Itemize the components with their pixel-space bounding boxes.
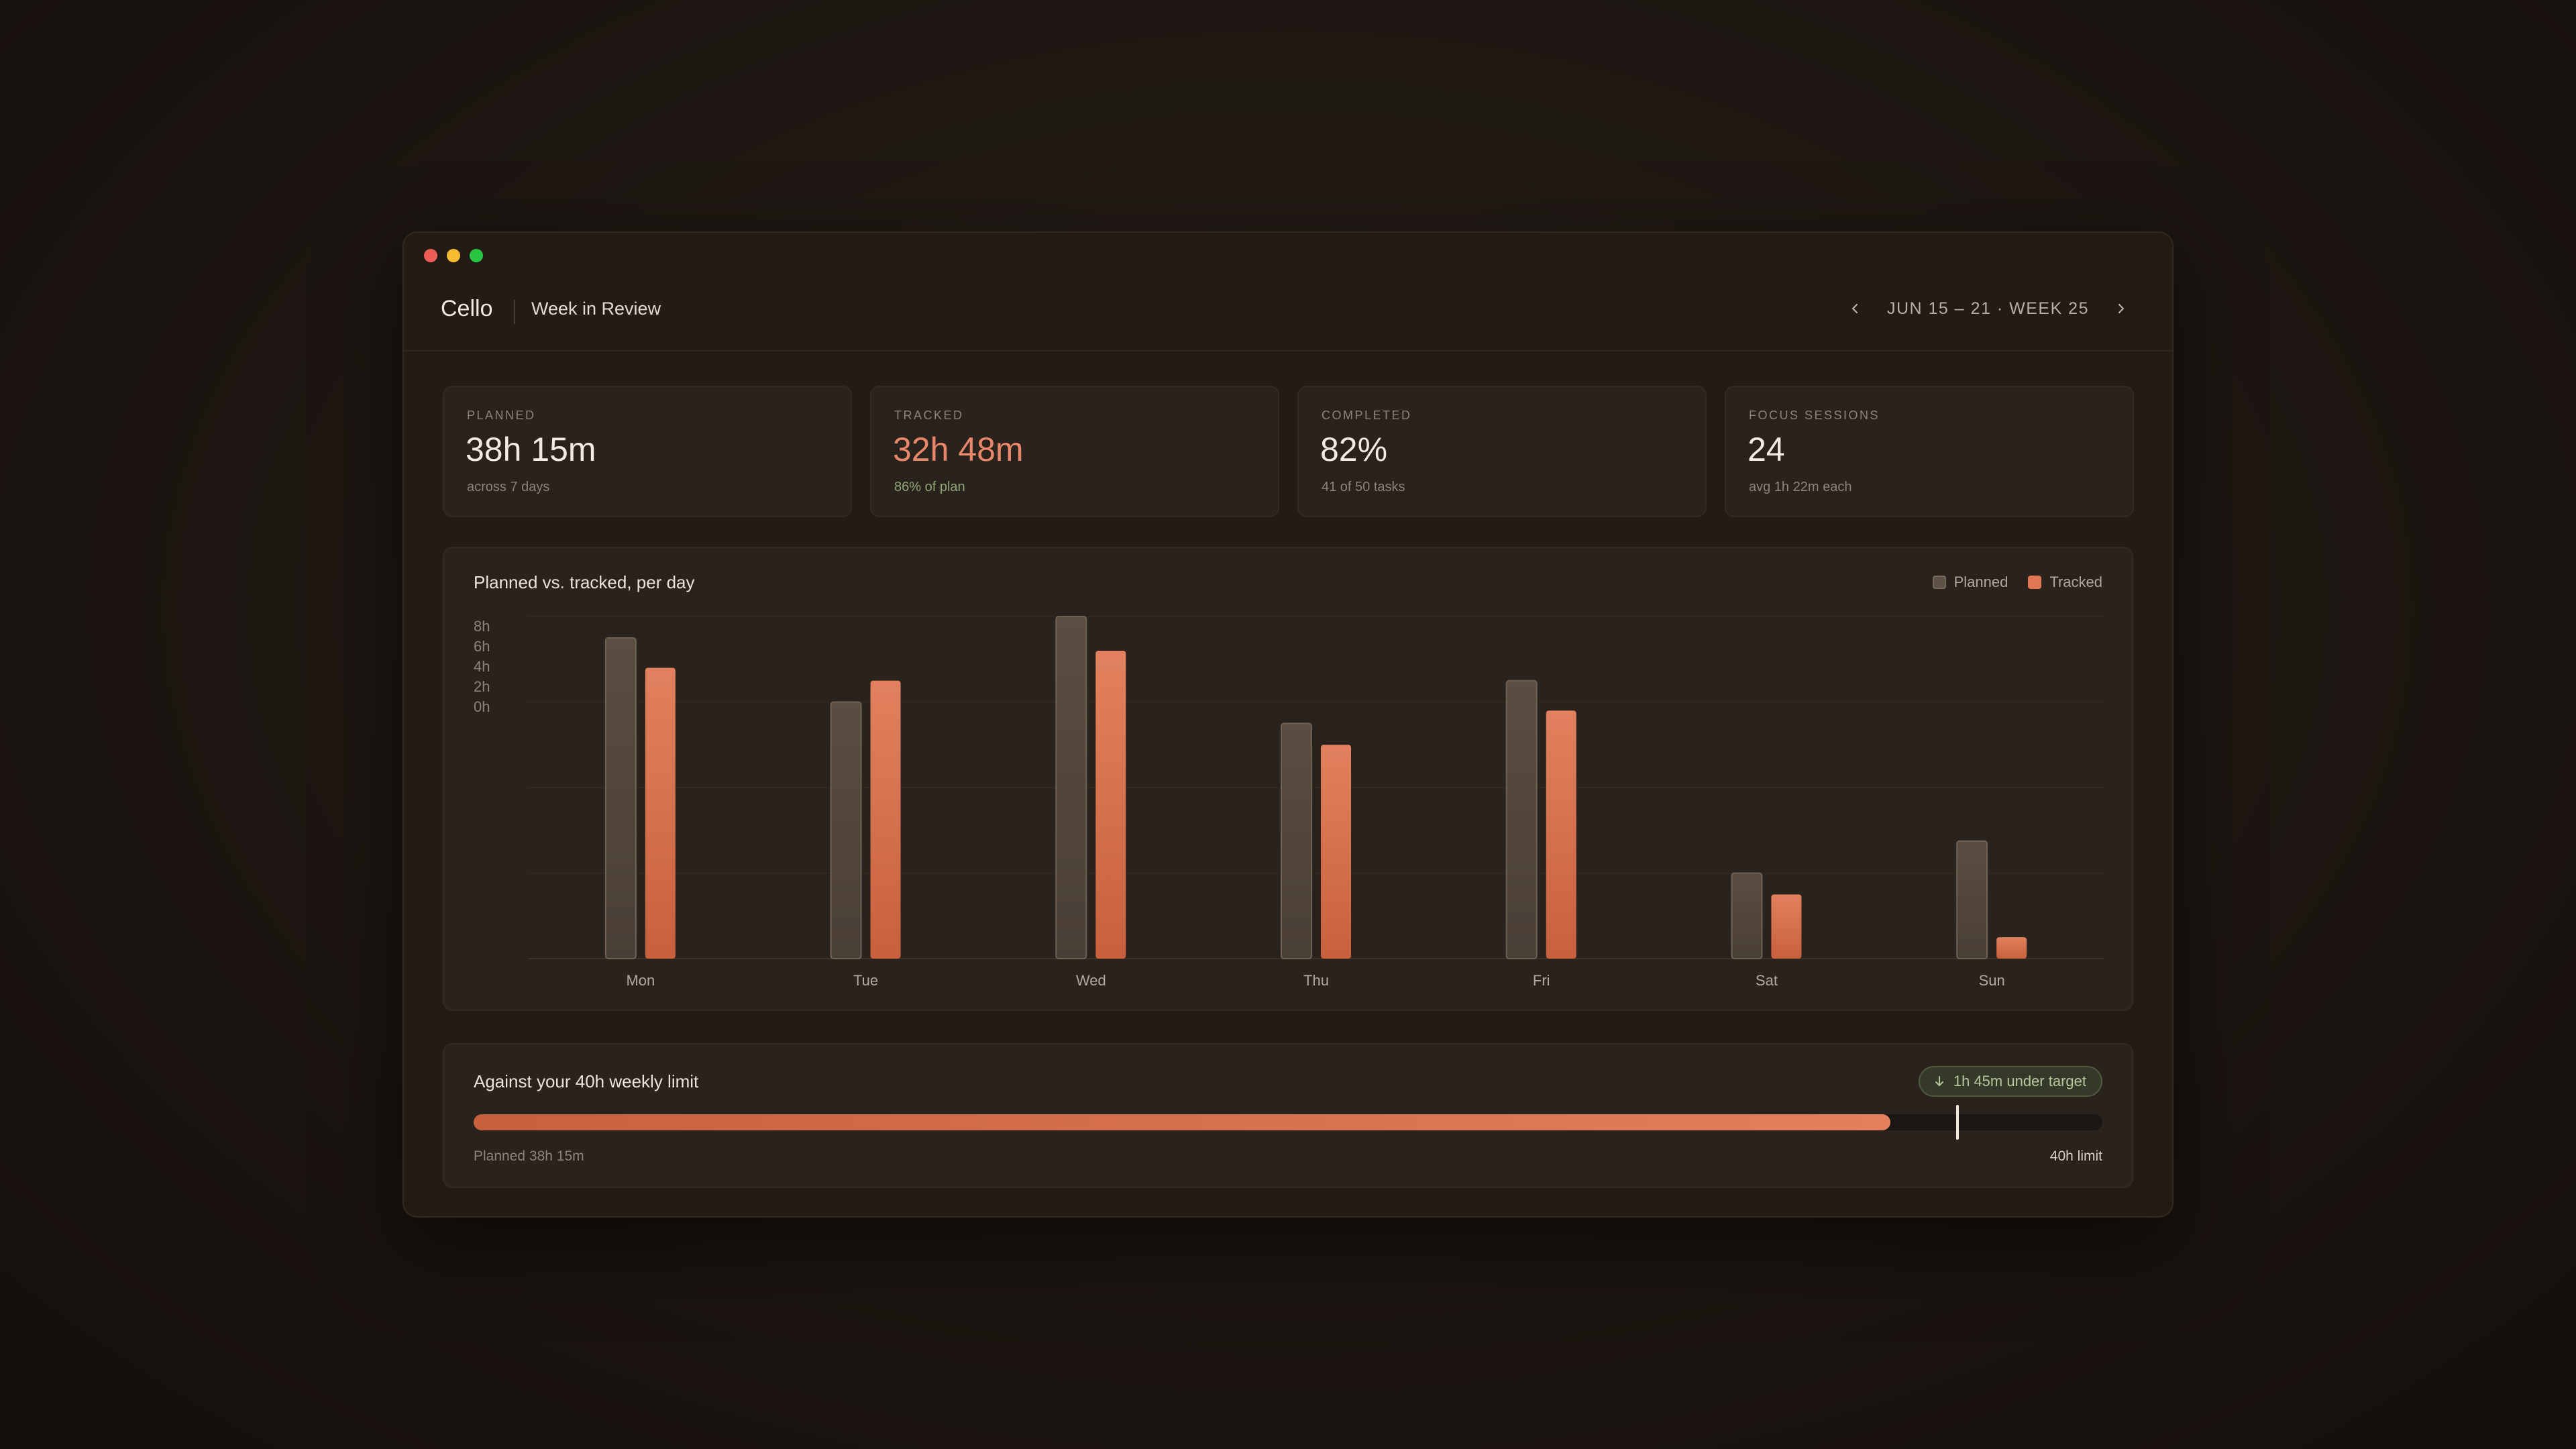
legend-label-tracked: Tracked [2049, 574, 2102, 591]
stat-label: FOCUS SESSIONS [1749, 409, 1880, 423]
arrow-down-icon [1933, 1075, 1945, 1087]
app-name: Cello [441, 296, 492, 322]
bar-tracked-wed [1095, 651, 1126, 959]
weekly-limit-card: Against your 40h weekly limit 1h 45m und… [443, 1043, 2133, 1188]
stat-card-focus-sessions: FOCUS SESSIONS 24 avg 1h 22m each [1725, 386, 2134, 517]
next-week-button[interactable] [2109, 297, 2132, 320]
week-label: JUN 15 – 21 · WEEK 25 [1887, 299, 2089, 319]
x-tick-label: Fri [1533, 972, 1550, 989]
y-tick-label: 0h [474, 698, 490, 715]
bar-tracked-thu [1321, 745, 1351, 959]
close-window-button[interactable] [424, 249, 437, 262]
chart-legend: Planned Tracked [1933, 574, 2102, 591]
bar-tracked-sat [1771, 894, 1801, 959]
chart-title: Planned vs. tracked, per day [474, 572, 695, 593]
stat-card-completed: COMPLETED 82% 41 of 50 tasks [1297, 386, 1707, 517]
legend-swatch-planned [1933, 576, 1946, 589]
y-tick-label: 6h [474, 638, 490, 655]
bar-planned-sun [1957, 841, 1987, 959]
stat-card-planned: PLANNED 38h 15m across 7 days [443, 386, 852, 517]
bar-planned-mon [606, 638, 636, 959]
bar-tracked-mon [645, 668, 676, 959]
zoom-window-button[interactable] [470, 249, 483, 262]
stat-value: 38h 15m [466, 430, 596, 469]
x-tick-label: Sun [1979, 972, 2005, 989]
stat-label: PLANNED [467, 409, 536, 423]
target-marker [1956, 1105, 1959, 1140]
bar-planned-tue [831, 702, 861, 959]
y-tick-label: 2h [474, 678, 490, 695]
bar-chart: 8h 6h 4h 2h 0h Mon Tue Wed Thu Fri Sat Sun [444, 548, 2135, 1012]
planned-total-label: Planned 38h 15m [474, 1148, 584, 1165]
stat-subtext: across 7 days [467, 480, 549, 495]
daily-chart-card: 8h 6h 4h 2h 0h Mon Tue Wed Thu Fri Sat Sun Planned … [443, 547, 2133, 1011]
stat-label: COMPLETED [1322, 409, 1412, 423]
page-title: Week in Review [531, 299, 661, 319]
under-target-badge: 1h 45m under target [1919, 1066, 2102, 1097]
x-tick-label: Sat [1756, 972, 1778, 989]
legend-label-planned: Planned [1954, 574, 2008, 591]
app-window: Cello Week in Review JUN 15 – 21 · WEEK … [402, 231, 2174, 1218]
limit-label: 40h limit [2050, 1148, 2102, 1165]
bar-planned-fri [1507, 681, 1537, 959]
x-tick-label: Mon [626, 972, 655, 989]
header-divider [514, 300, 515, 324]
chevron-right-icon [2114, 303, 2127, 315]
stat-label: TRACKED [894, 409, 964, 423]
stat-value: 32h 48m [893, 430, 1024, 469]
previous-week-button[interactable] [1844, 297, 1867, 320]
bar-tracked-tue [871, 681, 901, 959]
bar-tracked-sun [1996, 937, 2027, 959]
chevron-left-icon [1849, 303, 1862, 315]
bar-planned-sat [1731, 873, 1762, 959]
limit-progress-fill [474, 1114, 1890, 1130]
window-controls [424, 249, 483, 262]
bar-planned-wed [1056, 616, 1086, 959]
x-tick-label: Tue [853, 972, 878, 989]
badge-label: 1h 45m under target [1953, 1073, 2086, 1090]
y-tick-label: 4h [474, 658, 490, 675]
bar-planned-thu [1281, 723, 1311, 959]
x-tick-label: Wed [1076, 972, 1106, 989]
limit-title: Against your 40h weekly limit [474, 1071, 698, 1092]
limit-progress-track [474, 1114, 2102, 1130]
bar-tracked-fri [1546, 710, 1576, 959]
stat-subtext: 86% of plan [894, 480, 965, 495]
legend-item-planned: Planned [1933, 574, 2008, 591]
stat-subtext: avg 1h 22m each [1749, 480, 1851, 495]
x-tick-label: Thu [1303, 972, 1329, 989]
header: Cello Week in Review JUN 15 – 21 · WEEK … [404, 280, 2172, 352]
week-navigator: JUN 15 – 21 · WEEK 25 [1844, 297, 2132, 320]
stat-value: 24 [1748, 430, 1785, 469]
stat-subtext: 41 of 50 tasks [1322, 480, 1405, 495]
minimize-window-button[interactable] [447, 249, 460, 262]
stat-card-tracked: TRACKED 32h 48m 86% of plan [870, 386, 1279, 517]
stat-value: 82% [1320, 430, 1387, 469]
y-tick-label: 8h [474, 618, 490, 635]
legend-swatch-tracked [2028, 576, 2041, 589]
legend-item-tracked: Tracked [2028, 574, 2102, 591]
